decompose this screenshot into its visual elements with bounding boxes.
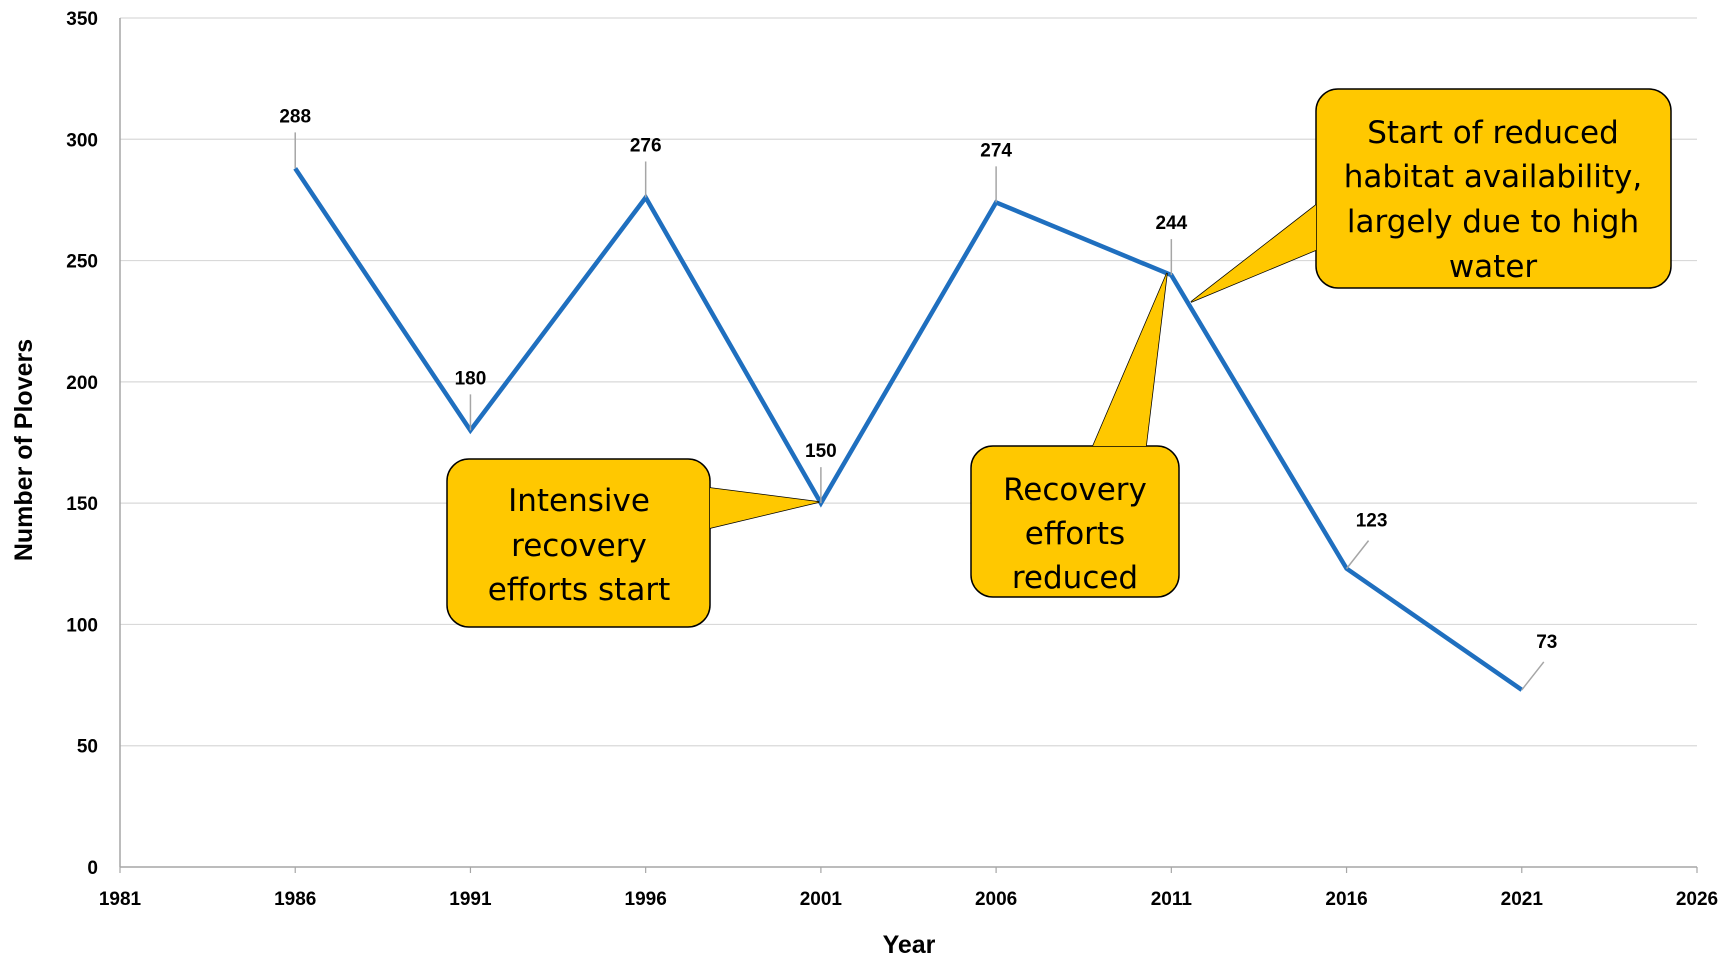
y-tick-label-200: 200	[66, 373, 98, 394]
y-tick-label-50: 50	[77, 737, 98, 758]
data-label-2011: 244	[1155, 213, 1187, 234]
y-tick-label-300: 300	[66, 130, 98, 151]
callout-habitat-reduced-line-2: habitat availability,	[1344, 159, 1643, 195]
callout-habitat-reduced-line-1: Start of reduced	[1367, 115, 1619, 151]
callout-recovery-reduced-tail-fill	[1093, 273, 1167, 446]
data-label-leader-2016	[1345, 540, 1370, 570]
x-tick-label-1981: 1981	[99, 889, 142, 910]
data-label-1996: 276	[630, 136, 662, 157]
callout-recovery-reduced-line-3: reduced	[1012, 560, 1138, 596]
y-tick-label-0: 0	[87, 858, 98, 879]
callout-habitat-reduced-line-4: water	[1449, 249, 1538, 285]
y-tick-label-350: 350	[66, 9, 98, 30]
y-tick-label-250: 250	[66, 252, 98, 273]
y-axis-title: Number of Plovers	[10, 339, 38, 561]
callout-recovery-reduced-line-2: efforts	[1025, 516, 1125, 552]
callout-intensive-recovery-box	[446, 458, 711, 628]
series-line-path	[293, 167, 1524, 692]
data-labels: 288 180 276 150 274 244 123 73	[279, 106, 1557, 691]
callout-intensive-recovery-line-2: recovery	[511, 528, 647, 564]
x-tick-label-1991: 1991	[449, 889, 492, 910]
gridlines	[120, 17, 1697, 747]
callout-intensive-recovery-line-1: Intensive	[508, 483, 650, 519]
data-label-leader-2021	[1521, 661, 1545, 691]
data-label-1991: 180	[455, 368, 487, 389]
x-tick-label-1996: 1996	[625, 889, 667, 910]
x-tick-label-2021: 2021	[1501, 889, 1544, 910]
callout-habitat-reduced: Start of reduced habitat availability, lar…	[1190, 88, 1672, 303]
x-tick-label-2001: 2001	[800, 889, 843, 910]
callout-intensive-recovery-line-3: efforts start	[488, 572, 671, 608]
data-label-2021: 73	[1536, 632, 1557, 653]
x-tick-label-2011: 2011	[1151, 889, 1193, 910]
data-label-2006: 274	[980, 140, 1012, 161]
data-label-1986: 288	[279, 106, 311, 127]
x-tick-label-2026: 2026	[1676, 889, 1718, 910]
callout-habitat-reduced-line-3: largely due to high	[1347, 204, 1639, 240]
x-tick-label-2016: 2016	[1325, 889, 1367, 910]
x-axis-title: Year	[883, 931, 936, 959]
callout-recovery-reduced-line-1: Recovery	[1003, 472, 1147, 508]
data-label-2016: 123	[1356, 511, 1388, 532]
y-tick-labels: 0 50 100 150 200 250 300 350	[66, 9, 98, 879]
callout-recovery-reduced: Recovery efforts reduced	[970, 272, 1180, 598]
callout-recovery-reduced-box	[970, 445, 1180, 598]
x-tick-label-1986: 1986	[274, 889, 316, 910]
x-tick-labels: 1981 1986 1991 1996 2001 2006 2011 2016 2021 2026	[99, 889, 1718, 910]
y-tick-label-100: 100	[66, 615, 98, 636]
callout-habitat-reduced-box	[1315, 88, 1672, 289]
callout-intensive-recovery: Intensive recovery efforts start	[446, 458, 820, 628]
y-tick-label-150: 150	[66, 494, 98, 515]
callouts: Intensive recovery efforts start Recovery ef…	[446, 88, 1672, 628]
data-label-2001: 150	[805, 441, 837, 462]
callout-habitat-reduced-tail-fill	[1191, 205, 1316, 302]
series-line	[293, 167, 1524, 692]
axes	[119, 18, 1698, 873]
x-tick-label-2006: 2006	[975, 889, 1017, 910]
callout-intensive-recovery-tail-fill	[710, 488, 819, 528]
